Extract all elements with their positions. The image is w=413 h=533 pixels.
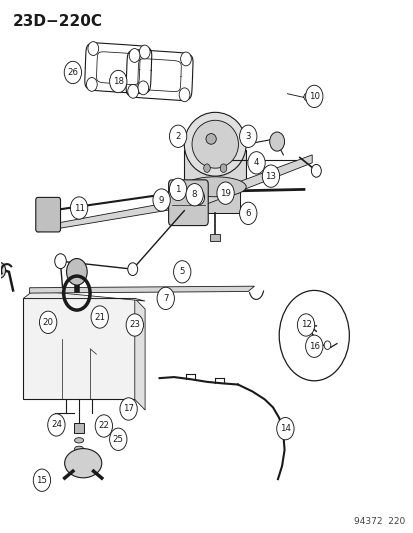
Ellipse shape — [206, 134, 216, 144]
Text: 20: 20 — [43, 318, 54, 327]
Circle shape — [173, 261, 190, 283]
Polygon shape — [38, 197, 196, 232]
Circle shape — [303, 93, 309, 101]
Text: 7: 7 — [163, 294, 168, 303]
Text: 13: 13 — [265, 172, 276, 181]
Circle shape — [247, 152, 265, 174]
FancyBboxPatch shape — [168, 180, 208, 225]
Circle shape — [109, 70, 127, 93]
Circle shape — [120, 398, 137, 420]
Text: 25: 25 — [112, 435, 123, 444]
Text: 23: 23 — [129, 320, 140, 329]
Circle shape — [169, 125, 186, 148]
Circle shape — [86, 77, 97, 91]
Text: 5: 5 — [179, 268, 185, 276]
Polygon shape — [135, 298, 145, 410]
Text: 17: 17 — [123, 405, 134, 414]
Circle shape — [138, 81, 148, 95]
Ellipse shape — [192, 120, 238, 168]
Text: 2: 2 — [175, 132, 180, 141]
Circle shape — [192, 190, 204, 205]
Circle shape — [278, 290, 349, 381]
Circle shape — [157, 287, 174, 310]
Circle shape — [139, 45, 150, 59]
Text: 21: 21 — [94, 312, 105, 321]
Text: 3: 3 — [245, 132, 250, 141]
Circle shape — [305, 335, 322, 358]
Text: 12: 12 — [300, 320, 311, 329]
Circle shape — [185, 183, 203, 206]
Circle shape — [216, 182, 234, 204]
Circle shape — [311, 165, 320, 177]
Ellipse shape — [184, 177, 246, 197]
Circle shape — [129, 49, 140, 62]
Text: 94372  220: 94372 220 — [353, 517, 404, 526]
Text: 23D−220C: 23D−220C — [13, 14, 103, 29]
Circle shape — [239, 125, 256, 148]
Text: 4: 4 — [253, 158, 259, 167]
Circle shape — [128, 84, 138, 98]
Circle shape — [126, 314, 143, 336]
FancyBboxPatch shape — [74, 423, 84, 433]
Text: 14: 14 — [279, 424, 290, 433]
Circle shape — [180, 52, 191, 66]
Text: 9: 9 — [159, 196, 164, 205]
Circle shape — [262, 165, 279, 187]
Text: 18: 18 — [112, 77, 123, 86]
Circle shape — [152, 189, 170, 211]
Text: 26: 26 — [67, 68, 78, 77]
Text: 11: 11 — [74, 204, 84, 213]
FancyBboxPatch shape — [190, 192, 240, 213]
Circle shape — [66, 259, 87, 285]
Polygon shape — [23, 290, 145, 301]
Text: 1: 1 — [175, 185, 180, 194]
Circle shape — [239, 202, 256, 224]
Text: 6: 6 — [245, 209, 250, 218]
Polygon shape — [196, 155, 311, 208]
Circle shape — [47, 414, 65, 436]
Circle shape — [169, 178, 186, 200]
Circle shape — [0, 262, 6, 278]
Circle shape — [91, 306, 108, 328]
Circle shape — [276, 417, 293, 440]
Circle shape — [323, 341, 330, 350]
Circle shape — [220, 164, 226, 172]
Polygon shape — [184, 150, 246, 187]
Text: 15: 15 — [36, 476, 47, 484]
Circle shape — [128, 263, 138, 276]
Circle shape — [95, 415, 112, 437]
Circle shape — [88, 42, 98, 55]
Circle shape — [70, 197, 88, 219]
Circle shape — [64, 61, 81, 84]
Text: 19: 19 — [220, 189, 230, 198]
Circle shape — [33, 469, 50, 491]
FancyBboxPatch shape — [210, 233, 220, 241]
Circle shape — [203, 164, 210, 172]
Circle shape — [305, 85, 322, 108]
Circle shape — [269, 132, 284, 151]
Circle shape — [109, 428, 127, 450]
Text: 16: 16 — [308, 342, 319, 351]
Polygon shape — [29, 286, 254, 293]
Text: 22: 22 — [98, 422, 109, 431]
Ellipse shape — [64, 449, 102, 478]
Text: 8: 8 — [191, 190, 197, 199]
Ellipse shape — [74, 438, 83, 443]
Ellipse shape — [74, 446, 83, 451]
FancyBboxPatch shape — [36, 197, 60, 232]
Text: 24: 24 — [51, 421, 62, 430]
Circle shape — [55, 254, 66, 269]
Circle shape — [297, 314, 314, 336]
FancyBboxPatch shape — [23, 298, 135, 399]
Circle shape — [179, 88, 190, 102]
Circle shape — [39, 311, 57, 334]
Text: 10: 10 — [308, 92, 319, 101]
Ellipse shape — [184, 112, 246, 176]
